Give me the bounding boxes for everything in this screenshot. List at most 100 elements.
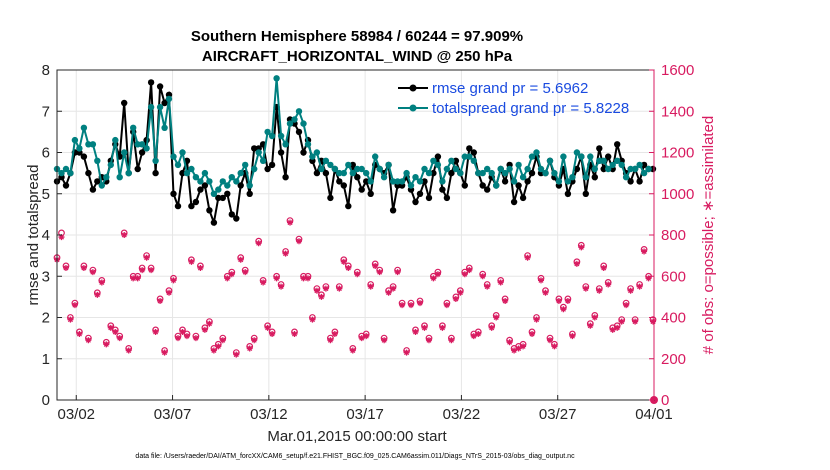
obs-assimilated-marker xyxy=(412,328,419,335)
rmse-point xyxy=(452,157,460,164)
rmse-point xyxy=(134,165,141,173)
rmse-point xyxy=(519,194,527,202)
obs-assimilated-marker xyxy=(327,337,334,344)
totalspread-point xyxy=(134,141,141,148)
obs-assimilated-marker xyxy=(466,267,473,274)
series-obs-count xyxy=(53,217,658,404)
obs-assimilated-marker xyxy=(515,345,522,352)
totalspread-point xyxy=(277,132,285,140)
obs-assimilated-marker xyxy=(578,244,585,251)
totalspread-point xyxy=(573,149,581,156)
totalspread-point xyxy=(398,178,406,185)
obs-assimilated-marker xyxy=(143,254,150,261)
totalspread-point xyxy=(224,182,231,189)
totalspread-point xyxy=(246,182,253,189)
totalspread-point xyxy=(179,149,186,156)
obs-assimilated-marker xyxy=(318,293,325,300)
obs-assimilated-marker xyxy=(291,331,298,337)
obs-assimilated-marker xyxy=(67,316,74,323)
rmse-point xyxy=(282,174,289,181)
y-right-tick-label: 600 xyxy=(661,268,686,285)
x-tick-label: 04/01 xyxy=(635,406,673,423)
totalspread-point xyxy=(640,169,648,177)
totalspread-point xyxy=(389,178,397,185)
totalspread-point xyxy=(282,141,289,148)
rmse-point xyxy=(147,79,155,86)
obs-assimilated-marker xyxy=(493,314,500,321)
obs-assimilated-marker xyxy=(278,283,285,290)
data-file-footnote: data file: /Users/raeder/DAI/ATM_forcXX/… xyxy=(135,453,575,460)
rmse-point xyxy=(354,174,361,181)
totalspread-point xyxy=(156,103,164,111)
obs-assimilated-marker xyxy=(62,265,69,271)
rmse-point xyxy=(121,99,128,107)
totalspread-point xyxy=(631,165,639,173)
totalspread-point xyxy=(161,124,168,131)
totalspread-point xyxy=(89,141,97,148)
obs-assimilated-marker xyxy=(381,337,388,344)
totalspread-point xyxy=(327,161,334,169)
totalspread-point xyxy=(645,165,652,173)
obs-assimilated-marker xyxy=(587,322,594,329)
totalspread-point xyxy=(349,169,356,177)
y-left-tick-label: 5 xyxy=(42,186,50,203)
obs-assimilated-marker xyxy=(85,337,92,344)
rmse-point xyxy=(461,182,468,189)
rmse-point xyxy=(596,145,603,152)
obs-assimilated-marker xyxy=(170,277,177,284)
obs-assimilated-marker xyxy=(600,265,607,271)
totalspread-point xyxy=(385,161,392,169)
totalspread-point xyxy=(367,178,374,185)
obs-assimilated-marker xyxy=(58,234,65,241)
rmse-point xyxy=(416,190,424,197)
obs-assimilated-marker xyxy=(551,343,558,350)
y-axis-right-ticks: 0 200 400 600 800 1000 1200 1400 1600 xyxy=(649,62,694,409)
series-totalspread xyxy=(53,75,652,197)
totalspread-point xyxy=(116,174,123,181)
rmse-point xyxy=(389,207,397,214)
rmse-point xyxy=(524,178,531,185)
totalspread-point xyxy=(85,141,92,148)
totalspread-point xyxy=(622,174,630,181)
totalspread-point xyxy=(174,161,182,169)
obs-assimilated-marker xyxy=(488,324,495,331)
totalspread-point xyxy=(448,157,455,164)
obs-assimilated-marker xyxy=(166,289,173,296)
totalspread-point xyxy=(542,169,549,177)
y-axis-left-label: rmse and totalspread xyxy=(25,165,42,306)
rmse-point xyxy=(564,190,572,197)
rmse-point xyxy=(219,194,226,202)
obs-assimilated-marker xyxy=(641,248,648,255)
legend-rmse-label: rmse grand pr = 5.6962 xyxy=(432,80,588,97)
obs-assimilated-marker xyxy=(103,341,110,348)
obs-assimilated-marker xyxy=(650,318,657,325)
obs-assimilated-marker xyxy=(215,343,222,350)
rmse-point xyxy=(62,182,70,189)
rmse-point xyxy=(600,165,607,173)
obs-assimilated-marker xyxy=(372,262,379,269)
totalspread-point xyxy=(58,169,65,177)
totalspread-point xyxy=(475,169,482,177)
rmse-point xyxy=(443,194,451,202)
obs-assimilated-marker xyxy=(219,337,226,344)
totalspread-point xyxy=(165,95,173,103)
totalspread-point xyxy=(569,174,576,181)
totalspread-point xyxy=(331,165,339,173)
y-right-tick-label: 1200 xyxy=(661,145,694,162)
obs-assimilated-marker xyxy=(94,291,101,298)
totalspread-point xyxy=(286,120,294,127)
rmse-point xyxy=(358,186,365,193)
obs-assimilated-marker xyxy=(434,271,441,278)
totalspread-point xyxy=(528,153,536,160)
totalspread-point xyxy=(71,136,79,144)
rmse-point xyxy=(228,211,235,218)
obs-assimilated-marker xyxy=(157,298,164,304)
rmse-point xyxy=(430,169,437,177)
x-tick-label: 03/02 xyxy=(57,406,95,423)
obs-assimilated-marker xyxy=(376,269,383,276)
rmse-point xyxy=(363,178,370,185)
y-right-tick-label: 800 xyxy=(661,227,686,244)
obs-assimilated-marker xyxy=(502,298,509,304)
totalspread-point xyxy=(67,169,74,177)
